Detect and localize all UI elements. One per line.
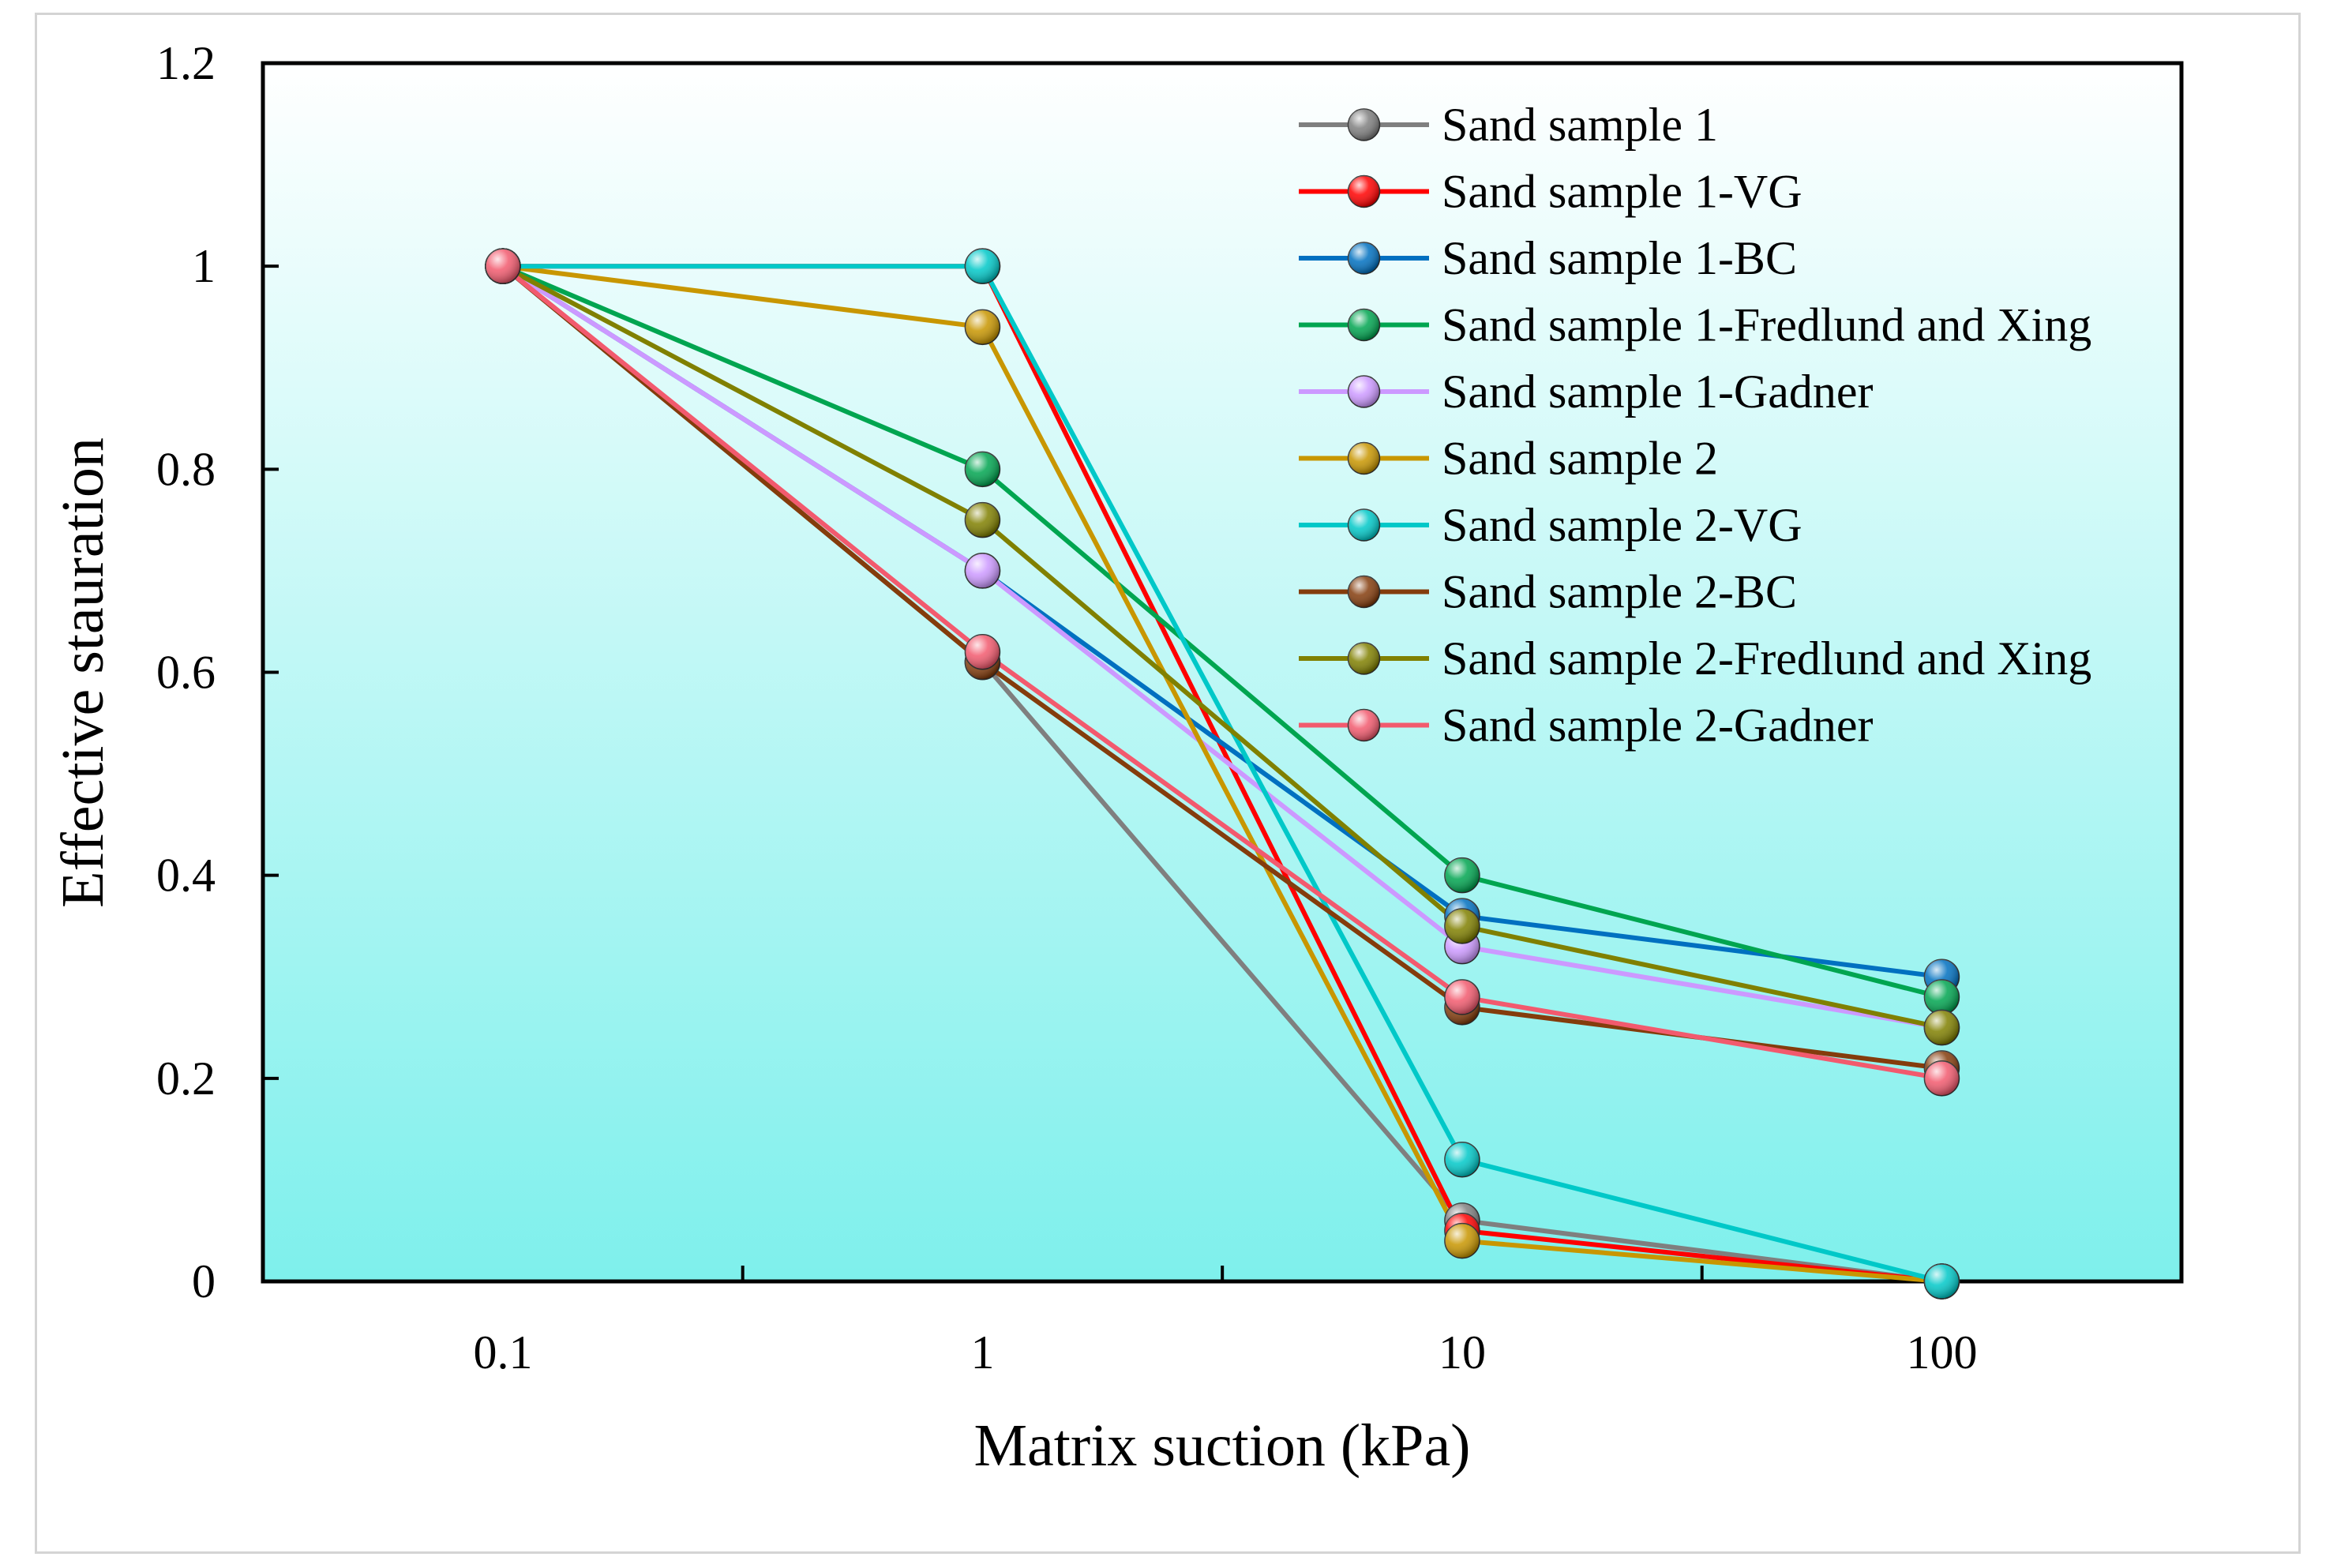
series-point-sand-sample-2-2	[1444, 1222, 1480, 1259]
legend-entry-sand-sample-1-bc: Sand sample 1-BC	[1299, 232, 1797, 284]
legend-label: Sand sample 1	[1442, 99, 1718, 151]
legend-marker-shine	[1348, 376, 1380, 407]
y-axis-title: Effective stauration	[50, 437, 116, 908]
series-point-sand-sample-1-fredlund-and-xing-2	[1444, 857, 1480, 894]
series-point-sand-sample-2-gadner-2	[1444, 979, 1480, 1015]
legend-label: Sand sample 2-BC	[1442, 566, 1797, 618]
legend-entry-sand-sample-2-fredlund-and-xing: Sand sample 2-Fredlund and Xing	[1299, 632, 2091, 685]
legend-entry-sand-sample-2-bc: Sand sample 2-BC	[1299, 566, 1797, 618]
series-point-sand-sample-1-fredlund-and-xing-1	[964, 451, 1001, 488]
x-axis-title: Matrix suction (kPa)	[973, 1412, 1470, 1479]
series-point-sand-sample-2-gadner-3	[1923, 1060, 1960, 1097]
legend-marker-shine	[1348, 109, 1380, 141]
x-tick-label-3: 100	[1906, 1326, 1977, 1379]
legend-marker-shine	[1348, 175, 1380, 208]
legend-marker-shine	[1348, 576, 1380, 608]
series-line-sand-sample-2-fredlund-and-xing	[501, 264, 1943, 1030]
legend-label: Sand sample 1-BC	[1442, 232, 1797, 284]
legend-label: Sand sample 1-Fredlund and Xing	[1442, 299, 2091, 351]
legend-entry-sand-sample-2-vg: Sand sample 2-VG	[1299, 499, 1802, 551]
legend-entry-sand-sample-1: Sand sample 1	[1299, 99, 1718, 151]
series-point-sand-sample-2-vg-3	[1923, 1263, 1960, 1300]
series-line-sand-sample-2-gadner	[501, 264, 1942, 1081]
series-line-sand-sample-2	[502, 264, 1942, 1284]
y-tick-label-1: 0.2	[156, 1052, 216, 1105]
y-tick-label-4: 0.8	[156, 443, 216, 495]
legend-marker-shine	[1348, 709, 1380, 741]
point-shine	[965, 634, 1000, 670]
x-tick-label-0: 0.1	[473, 1326, 532, 1379]
y-tick-label-6: 1.2	[156, 37, 216, 89]
legend-marker-shine	[1348, 242, 1380, 274]
point-shine	[965, 553, 1000, 588]
series-line-sand-sample-1-gadner	[501, 264, 1942, 1030]
series-point-sand-sample-2-fredlund-and-xing-1	[964, 501, 1001, 538]
y-tick-label-2: 0.4	[156, 850, 216, 902]
y-tick-label-3: 0.6	[156, 647, 216, 699]
legend-marker-shine	[1348, 509, 1380, 541]
legend-entry-sand-sample-2-gadner: Sand sample 2-Gadner	[1299, 700, 1874, 752]
legend-marker-shine	[1348, 643, 1380, 674]
legend-label: Sand sample 1-Gadner	[1442, 366, 1874, 418]
legend-entry-sand-sample-1-gadner: Sand sample 1-Gadner	[1299, 366, 1874, 418]
y-tick-label-0: 0	[192, 1255, 216, 1307]
point-shine	[1924, 979, 1960, 1015]
x-tick-label-2: 10	[1439, 1326, 1486, 1379]
legend-label: Sand sample 2-VG	[1442, 499, 1802, 551]
series-point-sand-sample-2-vg-2	[1444, 1141, 1480, 1178]
point-shine	[485, 249, 520, 284]
point-shine	[1924, 1264, 1960, 1299]
series-point-sand-sample-2-vg-1	[964, 248, 1001, 284]
series-point-sand-sample-2-fredlund-and-xing-3	[1923, 1009, 1960, 1046]
y-tick-label-5: 1	[192, 240, 216, 292]
point-shine	[965, 452, 1000, 487]
series-point-sand-sample-2-gadner-1	[964, 634, 1001, 670]
point-shine	[1444, 979, 1480, 1015]
legend-entry-sand-sample-2: Sand sample 2	[1299, 433, 1718, 485]
legend-label: Sand sample 2-Fredlund and Xing	[1442, 632, 2091, 685]
series-point-sand-sample-1-gadner-1	[964, 553, 1001, 589]
point-shine	[1444, 1223, 1480, 1259]
series-line-sand-sample-1-fredlund-and-xing	[501, 264, 1943, 1000]
x-tick-label-1: 1	[970, 1326, 994, 1379]
legend-marker-shine	[1348, 309, 1380, 341]
point-shine	[1444, 857, 1480, 893]
legend-entry-sand-sample-1-vg: Sand sample 1-VG	[1299, 166, 1802, 218]
legend-marker-shine	[1348, 442, 1380, 475]
point-shine	[965, 309, 1000, 345]
point-shine	[1924, 1010, 1960, 1045]
legend-entry-sand-sample-1-fredlund-and-xing: Sand sample 1-Fredlund and Xing	[1299, 299, 2091, 351]
series-point-sand-sample-1-fredlund-and-xing-3	[1923, 979, 1960, 1015]
legend-label: Sand sample 2-Gadner	[1442, 700, 1874, 752]
series-line-sand-sample-2-vg	[502, 264, 1943, 1284]
series-point-sand-sample-2-fredlund-and-xing-2	[1444, 908, 1480, 944]
point-shine	[965, 502, 1000, 538]
series-point-sand-sample-2-1	[964, 309, 1001, 346]
point-shine	[1924, 1060, 1960, 1096]
series-point-sand-sample-2-gadner-0	[485, 248, 521, 284]
legend-label: Sand sample 2	[1442, 433, 1718, 485]
point-shine	[965, 249, 1000, 284]
point-shine	[1444, 908, 1480, 943]
point-shine	[1444, 1142, 1480, 1177]
legend-label: Sand sample 1-VG	[1442, 166, 1802, 218]
